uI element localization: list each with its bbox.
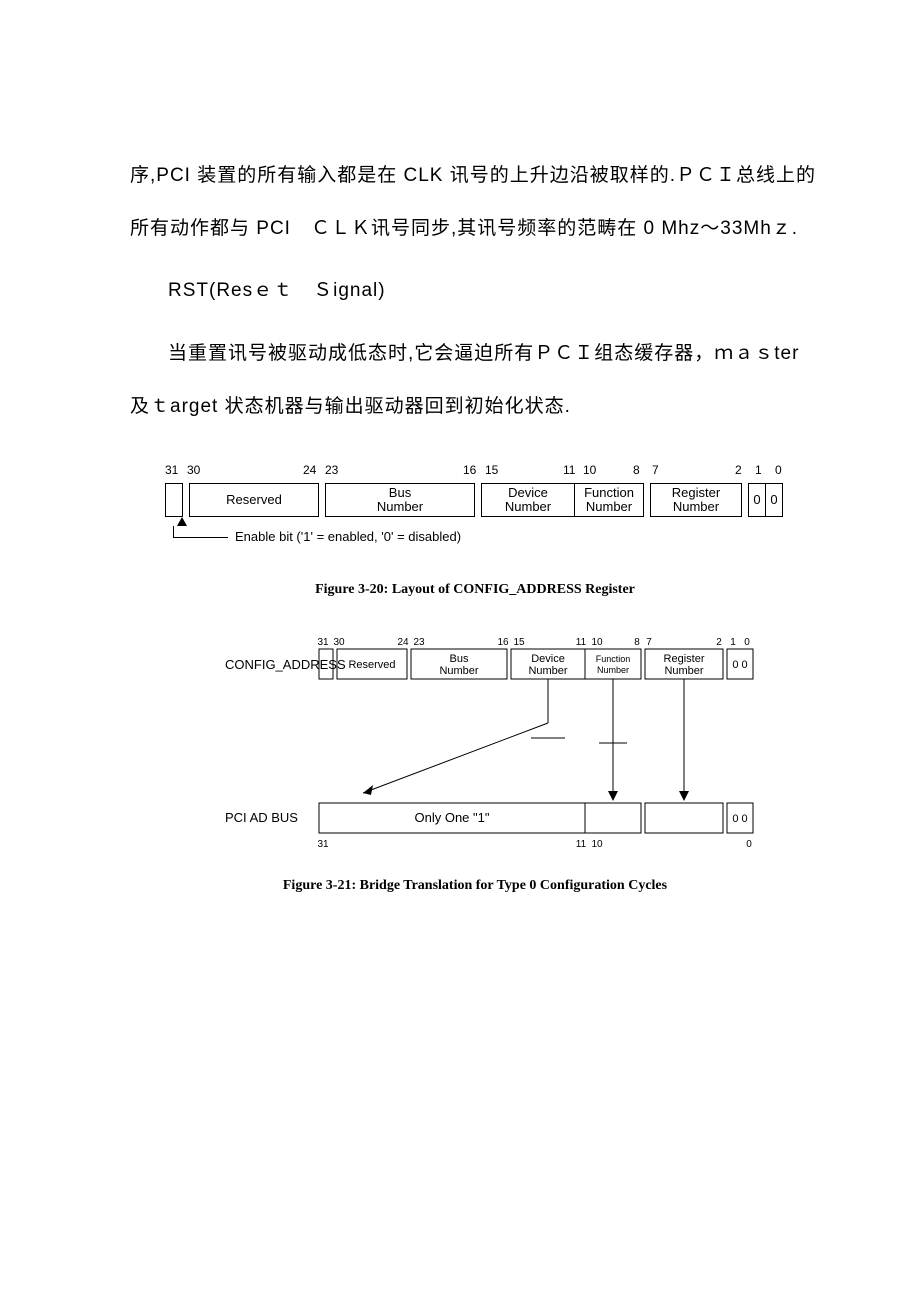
bit-label: 31 bbox=[165, 463, 178, 477]
bit-label: 10 bbox=[591, 839, 603, 850]
bit-label: 10 bbox=[591, 637, 603, 648]
cell-zero2: 0 bbox=[765, 483, 783, 517]
cell-bus: Bus Number bbox=[325, 483, 475, 517]
paragraph-2: RST(Resｅｔ Ｓignal) bbox=[130, 264, 820, 317]
svg-text:Number: Number bbox=[597, 665, 629, 675]
caption-320: Figure 3-20: Layout of CONFIG_ADDRESS Re… bbox=[165, 582, 785, 598]
bit-label: 8 bbox=[634, 637, 640, 648]
bit-label: 10 bbox=[583, 463, 596, 477]
svg-text:Number: Number bbox=[439, 665, 478, 677]
cell-register: Register Number bbox=[650, 483, 742, 517]
cell-enable bbox=[165, 483, 183, 517]
label-pci-ad-bus: PCI AD BUS bbox=[225, 810, 298, 825]
bit-label: 15 bbox=[513, 637, 525, 648]
figure-3-20: 31 30 24 23 16 15 11 10 8 7 2 1 0 Reserv… bbox=[165, 463, 785, 598]
diagram-svg: 31 30 24 23 16 15 11 10 8 7 2 1 0 bbox=[145, 633, 805, 863]
bit-labels-320: 31 30 24 23 16 15 11 10 8 7 2 1 0 bbox=[165, 463, 785, 481]
bit-label: 15 bbox=[485, 463, 498, 477]
bit-label: 16 bbox=[463, 463, 476, 477]
svg-text:Number: Number bbox=[528, 665, 567, 677]
bit-label: 0 bbox=[746, 839, 752, 850]
svg-text:Number: Number bbox=[664, 665, 703, 677]
paragraph-3: 当重置讯号被驱动成低态时,它会逼迫所有ＰＣＩ组态缓存器，ｍａｓter 及ｔarg… bbox=[130, 327, 820, 433]
only-one-text: Only One "1" bbox=[415, 810, 490, 825]
arrow-up-icon bbox=[177, 517, 187, 526]
paragraph-1: 序,PCI 装置的所有输入都是在 CLK 讯号的上升边沿被取样的.ＰＣＩ总线上的… bbox=[130, 149, 820, 255]
cell-function: Function Number bbox=[574, 483, 644, 517]
caption-321: Figure 3-21: Bridge Translation for Type… bbox=[145, 878, 805, 894]
cell-reserved: Reserved bbox=[189, 483, 319, 517]
bit-label: 2 bbox=[735, 463, 742, 477]
bit-label: 8 bbox=[633, 463, 640, 477]
cell-register: Register bbox=[664, 653, 705, 665]
bit-label: 11 bbox=[576, 839, 587, 850]
bit-label: 0 bbox=[775, 463, 782, 477]
bit-label: 1 bbox=[730, 637, 736, 648]
bit-label: 24 bbox=[303, 463, 316, 477]
enable-text: Enable bit ('1' = enabled, '0' = disable… bbox=[235, 529, 461, 544]
bit-label: 31 bbox=[317, 637, 329, 648]
cell-bus: Bus bbox=[450, 653, 469, 665]
bit-label: 7 bbox=[652, 463, 659, 477]
cell-device: Device Number bbox=[481, 483, 575, 517]
bit-label: 11 bbox=[576, 637, 587, 648]
cell-device: Device bbox=[531, 653, 565, 665]
bit-label: 23 bbox=[325, 463, 338, 477]
bit-label: 23 bbox=[413, 637, 425, 648]
cell-reserved: Reserved bbox=[348, 659, 395, 671]
cell-zero1: 0 bbox=[748, 483, 766, 517]
label-config-address: CONFIG_ADDRESS bbox=[225, 657, 346, 672]
bit-label: 0 bbox=[744, 637, 750, 648]
cell-zeros2: 0 0 bbox=[732, 813, 747, 825]
cell-zeros: 0 0 bbox=[732, 659, 747, 671]
register-row-320: Reserved Bus Number Device Number Functi… bbox=[165, 483, 785, 517]
cell-function: Function bbox=[596, 654, 631, 664]
bit-label: 1 bbox=[755, 463, 762, 477]
bit-label: 31 bbox=[317, 839, 329, 850]
bit-label: 7 bbox=[646, 637, 652, 648]
bit-label: 30 bbox=[187, 463, 200, 477]
bit-label: 16 bbox=[497, 637, 509, 648]
bit-label: 30 bbox=[333, 637, 345, 648]
bit-label: 2 bbox=[716, 637, 722, 648]
bit-label: 24 bbox=[397, 637, 409, 648]
figure-3-21: 31 30 24 23 16 15 11 10 8 7 2 1 0 bbox=[145, 633, 805, 894]
bit-label: 11 bbox=[563, 463, 575, 477]
